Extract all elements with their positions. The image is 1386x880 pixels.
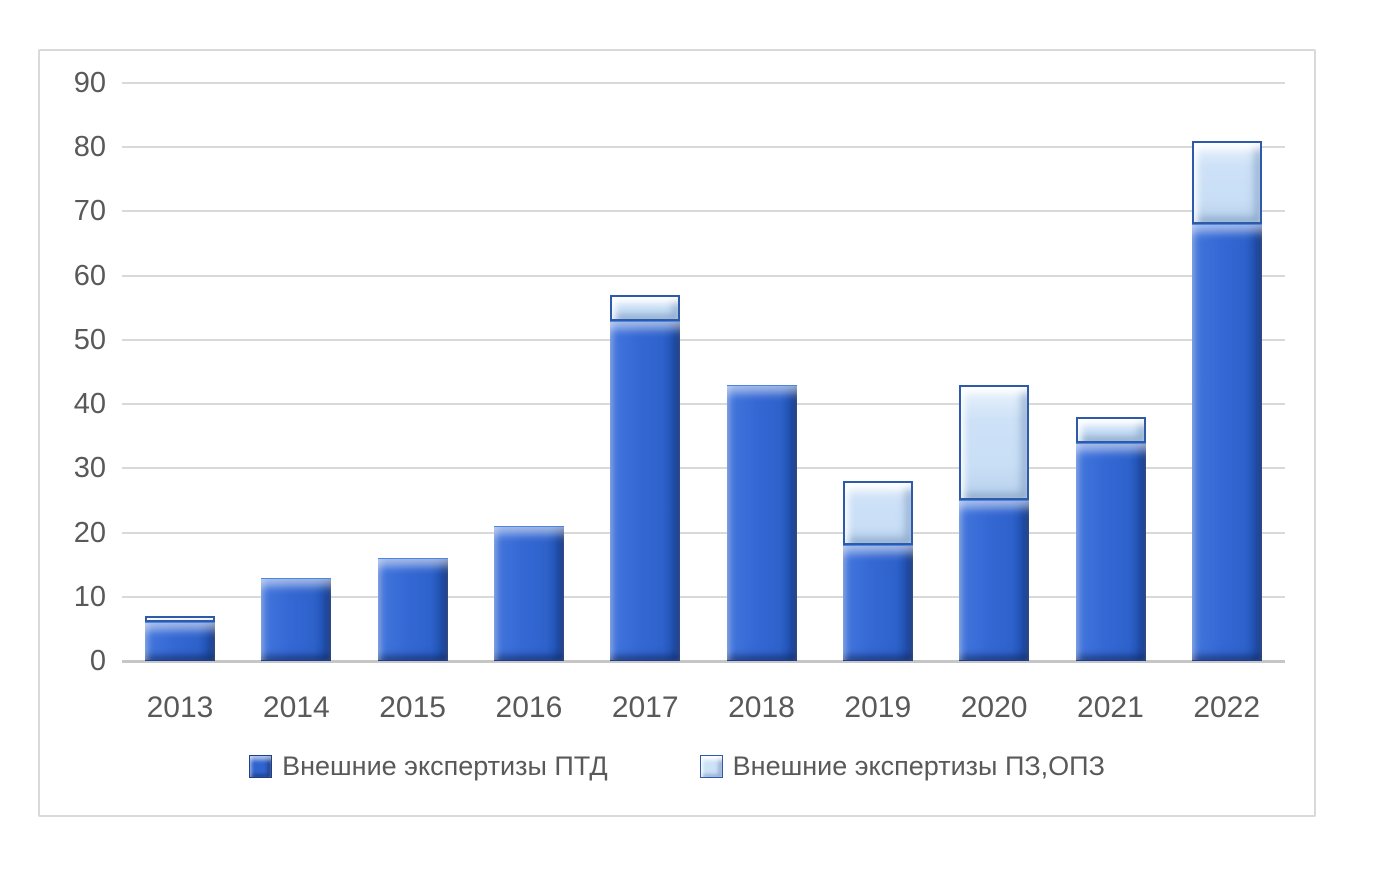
bar-segment-2014-series0	[261, 577, 332, 661]
bar-segment-2016-series0	[494, 526, 565, 661]
x-tick-label-2014: 2014	[262, 691, 330, 724]
bar-segment-2013-series0	[145, 622, 216, 661]
x-tick-label-2020: 2020	[960, 691, 1028, 724]
legend-label-ptd: Внешние экспертизы ПТД	[282, 751, 608, 781]
bar-segment-2021-series0	[1075, 442, 1146, 661]
y-tick-label-80: 80	[73, 131, 106, 164]
gridline-30	[122, 467, 1285, 470]
x-tick-label-2022: 2022	[1193, 691, 1261, 724]
legend-item-pz-opz: Внешние экспертизы ПЗ,ОПЗ	[699, 751, 1105, 782]
x-tick-label-2018: 2018	[728, 691, 795, 724]
gridline-10	[122, 595, 1285, 598]
y-tick-label-30: 30	[73, 452, 106, 485]
gridline-40	[122, 403, 1285, 406]
x-tick-label-2015: 2015	[379, 691, 446, 724]
plot-area	[122, 82, 1285, 663]
y-tick-label-20: 20	[73, 516, 106, 549]
gridline-20	[122, 531, 1285, 534]
legend: Внешние экспертизы ПТД Внешние экспертиз…	[40, 751, 1314, 782]
bar-segment-2022-series0	[1191, 224, 1262, 661]
bar-segment-2019-series1	[842, 481, 913, 546]
chart-frame: 0 10 20 30 40 50 60 70 80 90 2013 2014 2015 2016 2017…	[38, 49, 1316, 817]
legend-label-pz-opz: Внешние экспертизы ПЗ,ОПЗ	[732, 751, 1105, 781]
legend-item-ptd: Внешние экспертизы ПТД	[249, 751, 608, 782]
bar-segment-2017-series1	[610, 294, 681, 321]
gridline-60	[122, 274, 1285, 277]
bar-segment-2020-series0	[959, 500, 1030, 661]
x-axis-line	[122, 660, 1285, 663]
y-tick-label-0: 0	[89, 645, 106, 677]
bar-segment-2013-series1	[145, 616, 216, 623]
x-tick-label-2017: 2017	[611, 691, 679, 724]
legend-swatch-ptd-icon	[249, 755, 273, 778]
bar-segment-2019-series0	[842, 545, 913, 661]
x-tick-label-2013: 2013	[146, 691, 214, 724]
bar-segment-2018-series0	[726, 384, 797, 661]
y-tick-label-10: 10	[73, 580, 106, 613]
y-tick-label-90: 90	[73, 67, 106, 99]
bar-segment-2015-series0	[377, 558, 448, 661]
gridline-80	[122, 146, 1285, 149]
y-tick-label-70: 70	[73, 195, 106, 228]
legend-swatch-pz-opz-icon	[699, 755, 723, 778]
bar-segment-2020-series1	[959, 384, 1030, 501]
x-tick-label-2021: 2021	[1077, 691, 1144, 724]
x-tick-label-2016: 2016	[495, 691, 563, 724]
gridline-70	[122, 210, 1285, 213]
bar-segment-2022-series1	[1191, 140, 1262, 225]
y-tick-label-50: 50	[73, 323, 106, 356]
y-tick-label-40: 40	[73, 388, 106, 421]
gridline-90	[122, 82, 1285, 84]
gridline-50	[122, 338, 1285, 341]
x-tick-label-2019: 2019	[844, 691, 912, 724]
y-tick-label-60: 60	[73, 259, 106, 292]
bar-segment-2017-series0	[610, 320, 681, 661]
bar-segment-2021-series1	[1075, 416, 1146, 443]
